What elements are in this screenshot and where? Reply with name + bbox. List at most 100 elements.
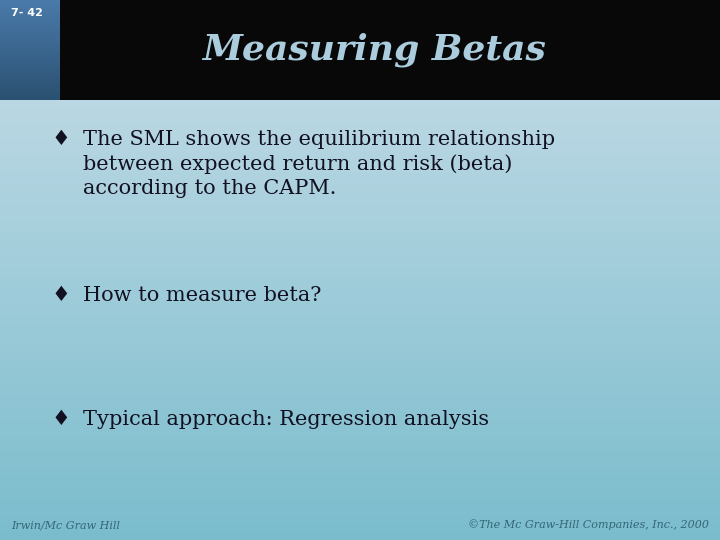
Bar bbox=[0, 221, 720, 224]
Bar bbox=[0, 230, 720, 232]
Bar bbox=[0, 124, 720, 127]
Bar bbox=[0, 392, 720, 394]
Bar bbox=[0, 103, 720, 105]
Bar bbox=[0, 49, 720, 51]
Bar bbox=[0, 64, 60, 65]
Bar bbox=[0, 448, 720, 451]
Bar bbox=[0, 416, 720, 418]
Bar bbox=[0, 62, 60, 63]
Bar bbox=[0, 532, 720, 535]
Bar bbox=[0, 43, 60, 44]
Text: Typical approach: Regression analysis: Typical approach: Regression analysis bbox=[83, 410, 489, 429]
Bar bbox=[0, 27, 60, 28]
Bar bbox=[0, 224, 720, 227]
Bar bbox=[0, 5, 720, 8]
Bar bbox=[0, 41, 60, 42]
Bar bbox=[0, 284, 720, 286]
Bar bbox=[0, 243, 720, 246]
Bar bbox=[0, 329, 720, 332]
Bar bbox=[0, 375, 720, 378]
Bar bbox=[0, 300, 720, 302]
Bar bbox=[0, 319, 720, 321]
Bar bbox=[0, 81, 60, 82]
Bar bbox=[0, 24, 60, 25]
Bar bbox=[0, 81, 720, 84]
Bar bbox=[0, 71, 60, 72]
Bar bbox=[0, 238, 720, 240]
Bar bbox=[0, 165, 720, 167]
Bar bbox=[0, 378, 720, 381]
Bar bbox=[0, 48, 60, 49]
Bar bbox=[0, 86, 720, 89]
Bar bbox=[0, 364, 720, 367]
Bar bbox=[0, 45, 60, 46]
Bar bbox=[0, 327, 720, 329]
Bar bbox=[0, 143, 720, 146]
Bar bbox=[0, 84, 60, 85]
Bar bbox=[0, 0, 60, 1]
Bar bbox=[0, 10, 60, 11]
Bar bbox=[0, 70, 60, 71]
Bar bbox=[0, 0, 720, 100]
Bar bbox=[0, 443, 720, 445]
Bar bbox=[0, 205, 720, 208]
Bar bbox=[0, 348, 720, 351]
Bar bbox=[0, 537, 720, 540]
Text: ♦: ♦ bbox=[52, 286, 71, 305]
Bar bbox=[0, 76, 720, 78]
Bar bbox=[0, 462, 720, 464]
Bar bbox=[0, 489, 720, 491]
Bar bbox=[0, 138, 720, 140]
Bar bbox=[0, 37, 60, 38]
Bar bbox=[0, 60, 60, 61]
Bar bbox=[0, 159, 720, 162]
Bar bbox=[0, 335, 720, 338]
Bar bbox=[0, 21, 60, 22]
Bar bbox=[0, 394, 720, 397]
Bar bbox=[0, 116, 720, 119]
Bar bbox=[0, 17, 60, 18]
Bar bbox=[0, 305, 720, 308]
Bar bbox=[0, 70, 720, 73]
Bar bbox=[0, 32, 60, 33]
Text: 7- 42: 7- 42 bbox=[11, 8, 42, 18]
Bar bbox=[0, 31, 60, 32]
Bar bbox=[0, 69, 60, 70]
Bar bbox=[0, 478, 720, 481]
Bar bbox=[0, 32, 720, 35]
Bar bbox=[0, 44, 60, 45]
Text: ♦: ♦ bbox=[52, 410, 71, 429]
Bar bbox=[0, 278, 720, 281]
Bar bbox=[0, 459, 720, 462]
Text: Irwin/Mc Graw Hill: Irwin/Mc Graw Hill bbox=[11, 520, 120, 530]
Bar bbox=[0, 251, 720, 254]
Bar bbox=[0, 63, 60, 64]
Bar bbox=[0, 46, 60, 47]
Bar bbox=[0, 92, 60, 93]
Text: ©The Mc Graw-Hill Companies, Inc., 2000: ©The Mc Graw-Hill Companies, Inc., 2000 bbox=[468, 519, 709, 530]
Bar bbox=[0, 435, 720, 437]
Bar bbox=[0, 12, 60, 13]
Bar bbox=[0, 235, 720, 238]
Bar bbox=[0, 94, 720, 97]
Bar bbox=[0, 87, 60, 88]
Bar bbox=[0, 313, 720, 316]
Bar bbox=[0, 232, 720, 235]
Bar bbox=[0, 410, 720, 413]
Bar bbox=[0, 100, 720, 103]
Bar bbox=[0, 82, 60, 83]
Bar bbox=[0, 74, 60, 75]
Bar bbox=[0, 13, 60, 14]
Bar bbox=[0, 413, 720, 416]
Bar bbox=[0, 273, 720, 275]
Bar bbox=[0, 446, 720, 448]
Bar bbox=[0, 8, 720, 11]
Bar bbox=[0, 83, 60, 84]
Bar bbox=[0, 254, 720, 256]
Bar bbox=[0, 14, 60, 15]
Bar bbox=[0, 472, 720, 475]
Bar bbox=[0, 65, 60, 66]
Bar bbox=[0, 408, 720, 410]
Bar bbox=[0, 1, 60, 2]
Bar bbox=[0, 529, 720, 532]
